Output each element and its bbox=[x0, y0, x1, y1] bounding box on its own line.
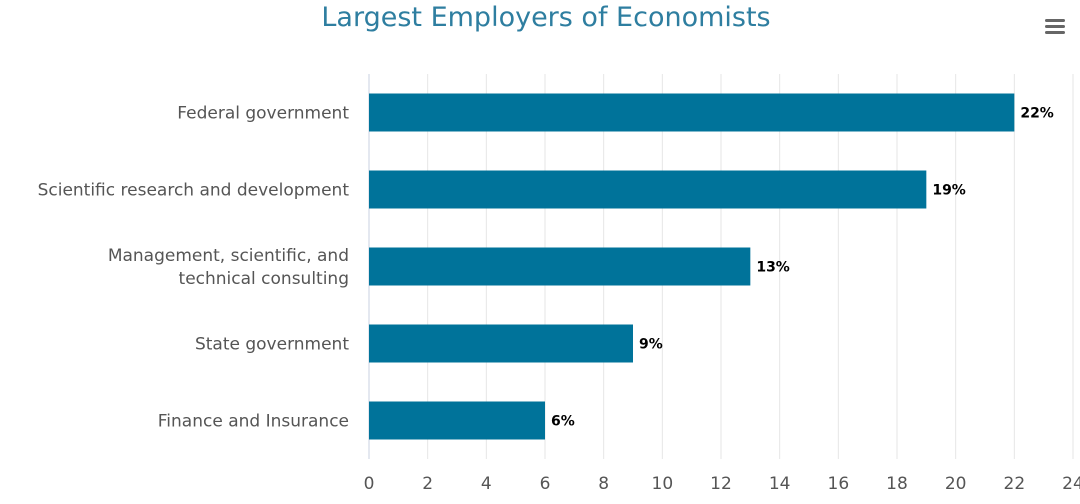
chart-title: Largest Employers of Economists bbox=[321, 2, 771, 33]
category-label: Finance and Insurance bbox=[158, 412, 349, 432]
value-axis: 0 2 4 6 8 10 12 14 16 18 20 22 24 bbox=[364, 474, 1080, 494]
x-tick-label: 10 bbox=[652, 474, 674, 494]
category-label: Scientific research and development bbox=[38, 181, 350, 201]
x-tick-label: 12 bbox=[710, 474, 732, 494]
category-label: State government bbox=[195, 335, 349, 355]
data-label: 19% bbox=[932, 183, 966, 199]
x-tick-label: 6 bbox=[540, 474, 551, 494]
hamburger-menu-icon bbox=[1045, 25, 1065, 28]
category-label: Federal government bbox=[177, 104, 349, 124]
bar[interactable] bbox=[369, 170, 927, 209]
x-tick-label: 22 bbox=[1004, 474, 1026, 494]
hamburger-menu-icon bbox=[1045, 19, 1065, 22]
bar[interactable] bbox=[369, 93, 1015, 132]
x-tick-label: 0 bbox=[364, 474, 375, 494]
x-tick-label: 16 bbox=[828, 474, 850, 494]
data-label: 6% bbox=[551, 414, 575, 430]
x-tick-label: 2 bbox=[422, 474, 433, 494]
bar-series bbox=[369, 93, 1015, 440]
data-label: 13% bbox=[756, 260, 790, 276]
data-label: 22% bbox=[1020, 106, 1054, 122]
x-tick-label: 14 bbox=[769, 474, 791, 494]
data-labels: 22% 19% 13% 9% 6% bbox=[551, 106, 1054, 430]
x-tick-label: 18 bbox=[886, 474, 908, 494]
bar[interactable] bbox=[369, 401, 545, 440]
x-tick-label: 4 bbox=[481, 474, 492, 494]
x-tick-label: 24 bbox=[1062, 474, 1080, 494]
category-label: Management, scientific, and technical con… bbox=[108, 246, 349, 289]
x-tick-label: 8 bbox=[598, 474, 609, 494]
chart-menu-button[interactable] bbox=[1041, 14, 1069, 40]
category-axis: Federal government Scientific research an… bbox=[38, 104, 350, 432]
x-tick-label: 20 bbox=[945, 474, 967, 494]
bar[interactable] bbox=[369, 324, 633, 363]
data-label: 9% bbox=[639, 337, 663, 353]
bar[interactable] bbox=[369, 247, 751, 286]
hamburger-menu-icon bbox=[1045, 31, 1065, 34]
